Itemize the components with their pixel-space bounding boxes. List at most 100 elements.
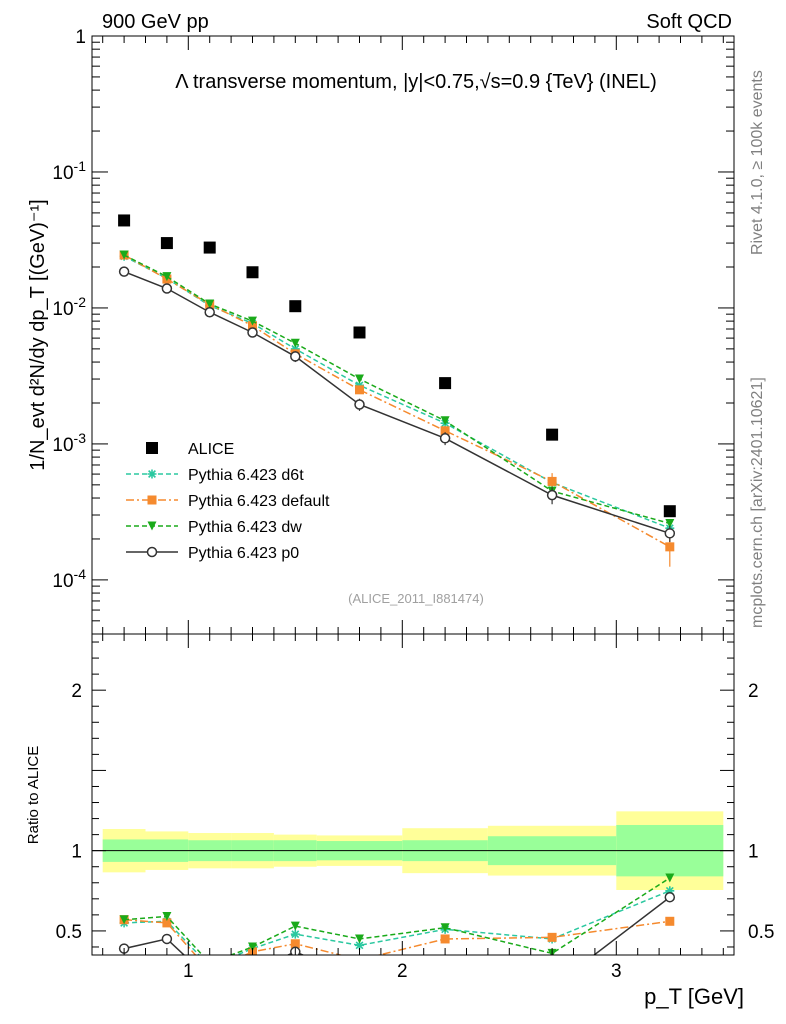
- y-tick-label: 10-2: [52, 294, 86, 320]
- y-tick-label: 10-4: [52, 566, 86, 592]
- data-point: [290, 338, 300, 348]
- legend-marker: [147, 495, 157, 505]
- data-point: [440, 426, 450, 436]
- main-plot-axes: 1 10-1 10-2 10-3 10-4: [52, 27, 735, 635]
- analysis-id: (ALICE_2011_I881474): [348, 591, 484, 606]
- series-pythia-6-423-d6t: [119, 251, 675, 533]
- legend-label: Pythia 6.423 p0: [188, 545, 299, 562]
- data-point: [289, 300, 302, 313]
- ratio-point: [355, 955, 364, 964]
- data-point: [203, 241, 216, 254]
- data-point: [247, 327, 258, 338]
- ratio-point: [355, 975, 364, 984]
- ratio-y-tick-label: 2: [71, 681, 82, 702]
- legend-label: Pythia 6.423 d6t: [188, 467, 304, 484]
- data-point: [160, 237, 173, 250]
- ratio-point: [161, 933, 173, 945]
- ratio-point: [355, 940, 364, 950]
- legend-marker: [147, 521, 157, 531]
- data-point: [119, 250, 129, 260]
- header-left: 900 GeV pp: [102, 11, 209, 33]
- data-point: [664, 528, 676, 539]
- legend-marker: [147, 469, 157, 479]
- ratio-y-tick-label-right: 1: [748, 842, 759, 863]
- data-point: [162, 272, 172, 282]
- data-point: [355, 380, 364, 390]
- ratio-point: [248, 942, 257, 952]
- ratio-point: [290, 939, 300, 949]
- data-point: [665, 542, 675, 552]
- data-point: [440, 416, 450, 426]
- data-point: [665, 518, 675, 528]
- legend-entry: Pythia 6.423 default: [126, 493, 330, 510]
- data-point: [663, 505, 676, 518]
- ratio-point: [205, 975, 214, 984]
- series-line: [123, 255, 671, 529]
- ratio-point: [162, 918, 172, 928]
- main-plot-data: [118, 214, 676, 567]
- ratio-point: [205, 967, 214, 976]
- y-tick-label: 10-3: [52, 430, 86, 456]
- legend-marker: [146, 442, 158, 454]
- data-point: [355, 385, 364, 395]
- x-tick-label: 3: [611, 961, 622, 982]
- ratio-point: [205, 959, 214, 968]
- ratio-point: [547, 932, 557, 942]
- legend-entry: Pythia 6.423 dw: [126, 519, 302, 536]
- ratio-point: [290, 929, 300, 939]
- ratio-point: [440, 923, 450, 933]
- ratio-ylabel: Ratio to ALICE: [25, 746, 42, 844]
- ratio-y-tick-label: 1: [71, 842, 82, 863]
- y-tick-label: 1: [75, 27, 86, 48]
- legend-entry: Pythia 6.423 p0: [126, 545, 299, 562]
- series-pythia-6-423-p0: [118, 266, 676, 542]
- ratio-point: [119, 915, 129, 925]
- mcplots-label: mcplots.cern.ch [arXiv:2401.10621]: [749, 377, 766, 628]
- data-point: [246, 266, 259, 279]
- ratio-bands: [92, 811, 734, 890]
- data-point: [248, 316, 257, 326]
- data-point: [547, 476, 557, 486]
- ratio-point: [664, 891, 676, 903]
- data-point: [546, 489, 558, 501]
- legend-marker: [146, 546, 158, 558]
- ratio-point: [355, 934, 364, 944]
- ratio-y-tick-label-right: 2: [748, 681, 759, 702]
- main-ylabel: 1/N_evt d²N/dy dp_T [(GeV)⁻¹]: [27, 199, 49, 470]
- ratio-point: [665, 916, 675, 926]
- data-point: [439, 377, 452, 390]
- data-point: [118, 214, 131, 227]
- data-point: [161, 283, 173, 294]
- data-point: [290, 344, 300, 354]
- ratio-point: [290, 921, 300, 931]
- ratio-point: [162, 911, 172, 921]
- x-tick-label: 1: [183, 961, 194, 982]
- ratio-series-pythia-6-423-dw: [119, 873, 675, 968]
- ratio-point: [205, 962, 214, 971]
- ratio-point: [548, 983, 557, 992]
- legend-label: ALICE: [188, 441, 234, 458]
- ratio-plot-frame: [91, 633, 735, 956]
- data-point: [204, 306, 215, 318]
- legend-entry: ALICE: [146, 441, 234, 458]
- data-point: [546, 428, 559, 441]
- ratio-plot-axes: 1 2 3 0.5 0.5 1 1 2 2: [56, 633, 774, 982]
- series-pythia-6-423-dw: [119, 250, 675, 528]
- ratio-point: [665, 873, 675, 883]
- rivet-version-label: Rivet 4.1.0, ≥ 100k events: [749, 70, 766, 255]
- ratio-point: [441, 971, 450, 980]
- x-tick-label: 2: [397, 961, 408, 982]
- legend-entry: Pythia 6.423 d6t: [126, 467, 304, 484]
- ratio-y-tick-label-right: 0.5: [748, 922, 774, 943]
- data-point: [205, 299, 215, 309]
- header-right: Soft QCD: [646, 11, 732, 33]
- y-tick-label: 10-1: [52, 158, 86, 184]
- data-point: [353, 326, 366, 339]
- legend-label: Pythia 6.423 dw: [188, 519, 302, 536]
- main-title: Λ transverse momentum, |y|<0.75,√s=0.9 {…: [175, 71, 657, 93]
- data-point: [354, 399, 365, 410]
- data-point: [439, 433, 451, 444]
- data-point: [118, 266, 130, 277]
- x-axis-label: p_T [GeV]: [644, 984, 744, 1009]
